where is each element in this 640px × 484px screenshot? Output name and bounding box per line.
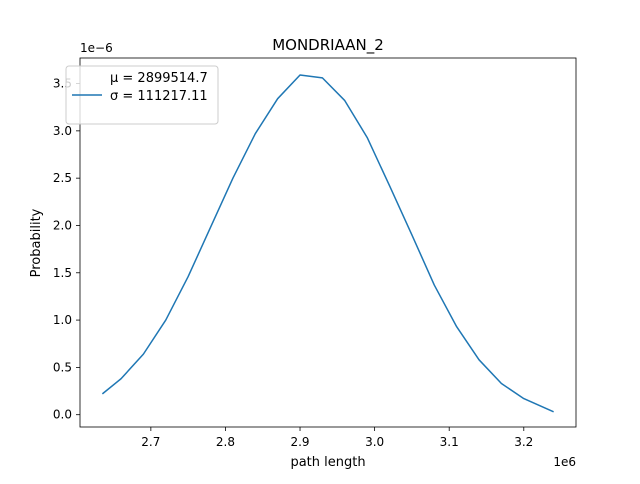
x-axis-ticks: 2.7 2.8 2.9 3.0 3.1 3.2 xyxy=(141,427,533,449)
x-tick-label: 2.7 xyxy=(141,435,160,449)
x-tick-label: 2.9 xyxy=(290,435,309,449)
plot-area xyxy=(101,74,554,413)
y-tick-label: 0.5 xyxy=(53,360,72,374)
y-axis-offset-label: 1e−6 xyxy=(80,41,113,55)
x-tick-label: 3.0 xyxy=(365,435,384,449)
x-tick-label: 3.1 xyxy=(440,435,459,449)
x-axis-label: path length xyxy=(290,455,365,470)
y-tick-label: 1.5 xyxy=(53,266,72,280)
y-tick-label: 1.0 xyxy=(53,313,72,327)
y-axis-label: Probability xyxy=(29,208,44,277)
x-tick-label: 2.8 xyxy=(216,435,235,449)
x-tick-label: 3.2 xyxy=(514,435,533,449)
legend-sigma-label: σ = 111217.11 xyxy=(110,89,208,104)
legend-box xyxy=(65,65,219,125)
axes-frame xyxy=(79,57,577,428)
y-tick-label: 2.5 xyxy=(53,171,72,185)
legend-mu-label: μ = 2899514.7 xyxy=(110,71,208,86)
y-tick-label: 0.0 xyxy=(53,408,72,422)
legend: μ = 2899514.7 σ = 111217.11 xyxy=(65,65,219,125)
y-tick-label: 2.0 xyxy=(53,218,72,232)
series-line xyxy=(101,74,554,413)
y-tick-label: 3.0 xyxy=(53,124,72,138)
x-axis-offset-label: 1e6 xyxy=(553,455,576,469)
chart-title: MONDRIAAN_2 xyxy=(272,36,384,55)
y-axis-ticks: 0.00.51.01.52.02.53.03.5 xyxy=(53,77,80,422)
